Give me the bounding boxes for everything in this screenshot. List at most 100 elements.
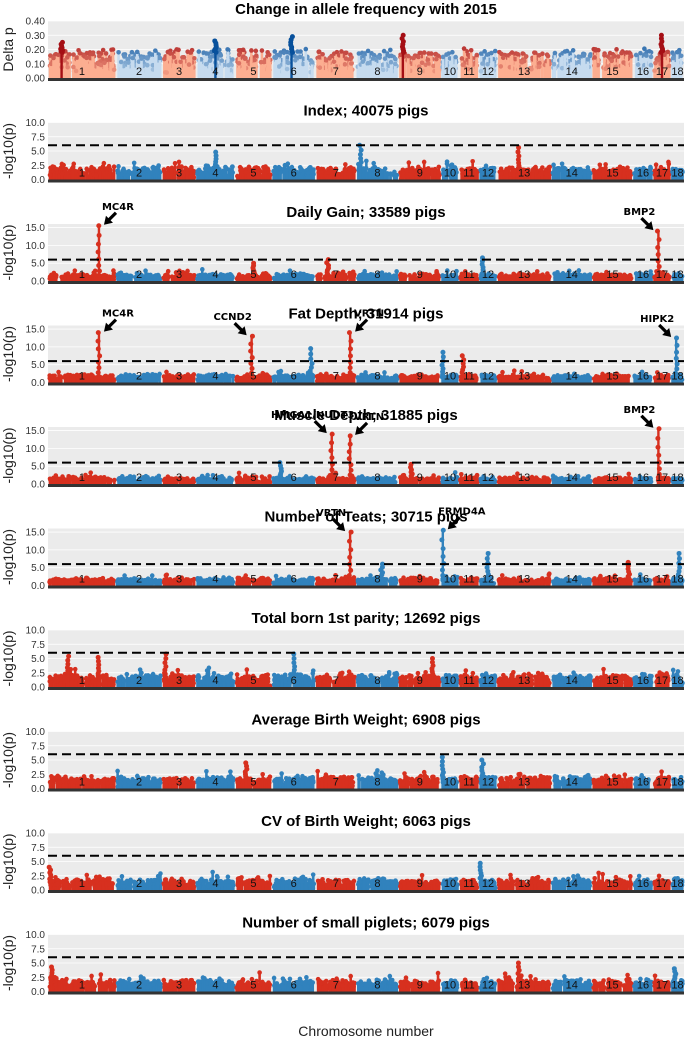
snp-point — [98, 62, 104, 68]
snp-point — [327, 56, 332, 61]
snp-point — [421, 159, 427, 165]
snp-point — [498, 64, 504, 69]
snp-point — [100, 167, 106, 172]
snp-point — [48, 274, 54, 280]
point-column — [117, 52, 120, 78]
snp-point — [239, 166, 245, 172]
snp-point — [364, 158, 369, 164]
point-column — [109, 59, 112, 78]
snp-point — [139, 56, 144, 61]
chromosome-label: 1 — [79, 66, 85, 78]
y-tick-label: 5.0 — [31, 259, 45, 270]
snp-point — [489, 50, 494, 56]
point-column — [510, 52, 514, 78]
snp-point — [638, 50, 643, 56]
snp-point — [285, 60, 291, 66]
snp-point — [101, 273, 107, 279]
point-column — [66, 67, 69, 78]
point-column — [435, 59, 438, 78]
snp-point — [342, 168, 348, 173]
point-column — [104, 60, 108, 78]
snp-point — [633, 52, 639, 58]
point-column — [321, 54, 324, 78]
point-column — [166, 51, 170, 78]
snp-point — [93, 173, 99, 178]
snp-point — [116, 164, 121, 169]
chromosome-label: 3 — [176, 66, 182, 78]
snp-point — [130, 55, 136, 61]
snp-point — [551, 61, 557, 67]
point-column — [227, 65, 230, 78]
snp-point — [118, 59, 124, 65]
y-tick-label: 7.5 — [31, 132, 45, 143]
point-column — [163, 59, 166, 78]
snp-point — [261, 164, 266, 170]
snp-point — [470, 158, 475, 164]
x-axis-bar — [48, 179, 684, 183]
snp-point — [581, 53, 587, 58]
snp-point — [570, 48, 576, 53]
snp-point — [72, 268, 78, 273]
snp-point — [421, 50, 427, 55]
point-column — [298, 56, 302, 78]
point-column — [54, 54, 58, 78]
snp-point — [257, 276, 262, 281]
point-column — [122, 66, 125, 78]
chromosome-label: 15 — [606, 66, 618, 78]
chromosome-label: 11 — [463, 168, 474, 180]
point-column — [182, 57, 186, 78]
snp-point — [259, 48, 265, 53]
snp-point — [586, 170, 591, 176]
snp-point — [647, 48, 652, 54]
point-column — [593, 57, 596, 78]
snp-point — [89, 167, 94, 172]
snp-point — [172, 160, 178, 166]
snp-point — [678, 53, 684, 59]
chromosome-label: 17 — [656, 66, 668, 78]
point-column — [135, 51, 139, 78]
snp-point — [382, 166, 388, 171]
snp-point — [53, 51, 59, 57]
point-column — [629, 56, 633, 78]
snp-point — [267, 274, 273, 280]
snp-point — [110, 47, 116, 52]
snp-point — [596, 170, 601, 176]
point-column — [63, 60, 66, 78]
snp-point — [84, 50, 90, 56]
snp-point — [392, 61, 398, 67]
snp-point — [176, 47, 181, 53]
point-column — [151, 69, 155, 78]
snp-point — [238, 274, 244, 279]
y-tick-label: 10.0 — [26, 241, 46, 252]
snp-point — [648, 54, 654, 60]
snp-point — [153, 48, 158, 53]
chromosome-label: 2 — [136, 168, 142, 180]
snp-point — [619, 50, 624, 56]
snp-point — [145, 274, 150, 279]
point-column — [72, 67, 75, 78]
snp-point — [144, 62, 150, 68]
snp-point — [176, 159, 182, 165]
point-column — [577, 61, 581, 78]
snp-point — [143, 268, 148, 274]
snp-point — [171, 54, 177, 60]
snp-point — [316, 49, 322, 55]
point-column — [64, 65, 68, 78]
snp-point — [77, 50, 83, 56]
snp-point — [273, 55, 279, 61]
snp-point — [648, 62, 654, 68]
snp-point — [614, 47, 619, 52]
snp-point — [347, 169, 352, 174]
panel-title: Index; 40075 pigs — [303, 103, 428, 120]
snp-point — [168, 51, 173, 56]
snp-point — [207, 58, 213, 63]
snp-point — [429, 167, 435, 172]
point-column — [266, 56, 269, 78]
point-column — [175, 61, 178, 78]
point-column — [389, 62, 393, 78]
point-column — [250, 50, 253, 78]
chromosome-label: 9 — [417, 66, 423, 78]
snp-point — [674, 49, 680, 55]
point-column — [582, 55, 586, 78]
point-column — [229, 70, 232, 78]
